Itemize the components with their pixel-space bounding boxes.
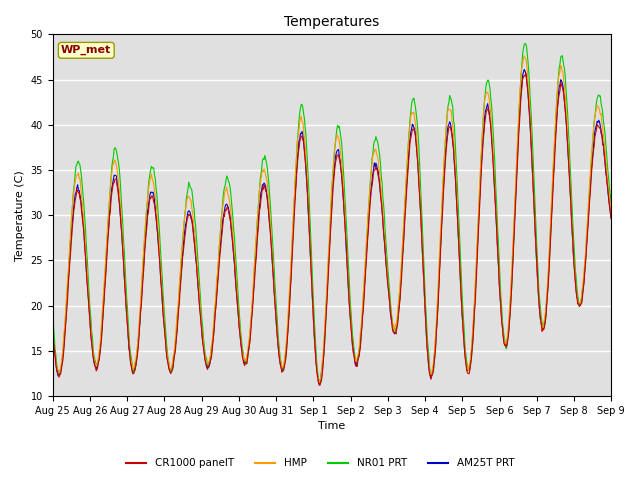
Title: Temperatures: Temperatures (284, 15, 380, 29)
Text: WP_met: WP_met (61, 45, 111, 56)
Y-axis label: Temperature (C): Temperature (C) (15, 170, 25, 261)
Legend: CR1000 panelT, HMP, NR01 PRT, AM25T PRT: CR1000 panelT, HMP, NR01 PRT, AM25T PRT (122, 454, 518, 472)
X-axis label: Time: Time (318, 421, 346, 432)
